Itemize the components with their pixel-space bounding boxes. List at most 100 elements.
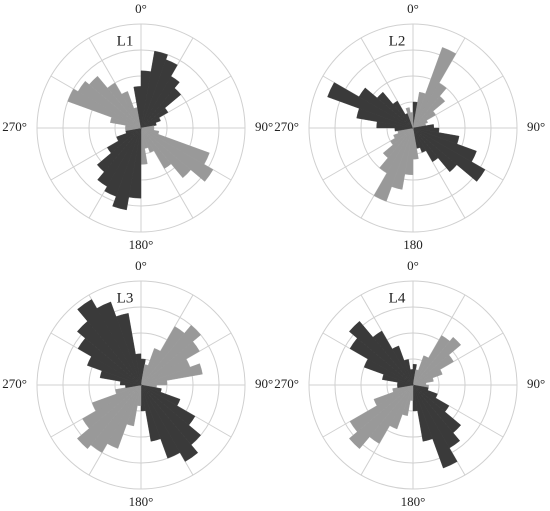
rose-bar [349,384,414,433]
rose-bar [140,127,192,179]
theta-tick-label: 0° [135,1,147,16]
rose-bar [140,107,169,129]
rose-bar [403,359,414,386]
theta-tick-label: 180 [403,237,423,252]
rose-bar [410,369,414,386]
rose-bar [382,127,414,159]
rose-bar [140,127,172,169]
theta-tick-label: 0° [407,258,419,273]
rose-bar [348,320,414,386]
rose-bar [133,86,142,129]
rose-bar [373,127,414,202]
rose-bar [140,127,155,153]
rose-bar [393,127,414,139]
rose-bar [140,341,200,386]
rose-bar [412,47,457,129]
rose-bar [140,75,180,129]
rose-bar [392,100,414,129]
rose-bar [140,384,181,459]
rose-bar [88,75,142,129]
theta-tick-label: 270° [274,119,299,134]
rose-bar [327,82,414,129]
theta-tick-label: 270° [2,119,27,134]
rose-bar [91,384,142,412]
rose-bar [412,369,443,386]
rose-bar [412,111,436,129]
theta-tick-label: 270° [274,376,299,391]
theta-tick-label: 90° [255,376,273,391]
theta-tick-label: 180° [401,494,426,509]
rose-bar [112,127,142,211]
rose-bar [140,363,203,386]
rose-bar [373,384,414,407]
rose-bar [376,91,414,129]
rose-bar [412,377,434,386]
rose-bar [412,127,458,173]
chart-title: L1 [117,33,134,49]
rose-bar [412,384,418,412]
rose-bar [140,50,168,129]
rose-bar [106,127,142,154]
polar-chart: 0° 90° 180° 270° L4 [274,258,545,509]
rose-bar [412,384,433,442]
theta-tick-label: 0° [135,258,147,273]
rose-bar [67,88,142,129]
rose-bar [412,127,486,182]
rose-bar [96,301,142,386]
rose-bar [140,380,168,386]
polar-chart: 0° 90° 180° 270° L3 [2,258,273,509]
rose-bar [140,127,214,182]
rose-bar [412,95,446,129]
chart-title: L4 [389,290,406,306]
rose-bar [140,384,199,462]
theta-tick-label: 180° [129,237,154,252]
rose-bar [107,82,142,129]
rose-bar [121,91,142,129]
rose-bar [412,384,458,469]
theta-tick-label: 90° [255,119,273,134]
polar-chart: 0° 90° 180° 270° L1 [2,1,273,252]
rose-bar [115,313,142,386]
polar-chart: 0° 90° 180 270° L2 [274,1,545,252]
rose-bar [412,336,462,386]
theta-tick-label: 90° [527,376,545,391]
rose-bar [392,384,414,393]
rose-bar [140,324,202,386]
rose-bar [140,117,161,129]
rose-bar [140,59,178,129]
rose-bar [97,127,142,187]
rose-bar [77,299,142,386]
rose-bar [116,127,142,142]
rose-bar [96,127,142,173]
theta-tick-label: 270° [2,376,27,391]
theta-tick-label: 0° [407,1,419,16]
rose-bar [410,112,414,129]
rose-bar [115,384,142,395]
rose-bar [405,107,414,129]
rose-bar [379,127,414,174]
rose-bar [140,87,182,129]
chart-title: L2 [389,33,406,49]
rose-bar [82,384,142,429]
rose-bar [412,127,439,163]
theta-tick-label: 90° [527,119,545,134]
rose-bar [140,122,157,129]
rose-bar [391,345,414,386]
rose-bar [412,82,447,129]
rose-bar [412,119,428,129]
rose-bar [104,127,142,197]
rose-bar [77,80,142,129]
rose-bar [135,353,142,386]
rose-bar [390,127,414,145]
rose-bar [140,384,161,442]
rose-bar [358,87,414,129]
theta-tick-label: 180° [129,494,154,509]
rose-bar [140,384,146,412]
chart-title: L3 [117,290,134,306]
rose-bar [372,330,414,386]
rose-bar [412,127,427,153]
rose-bar [348,384,414,450]
rose-bar [412,354,454,386]
rose-bar [76,384,142,450]
